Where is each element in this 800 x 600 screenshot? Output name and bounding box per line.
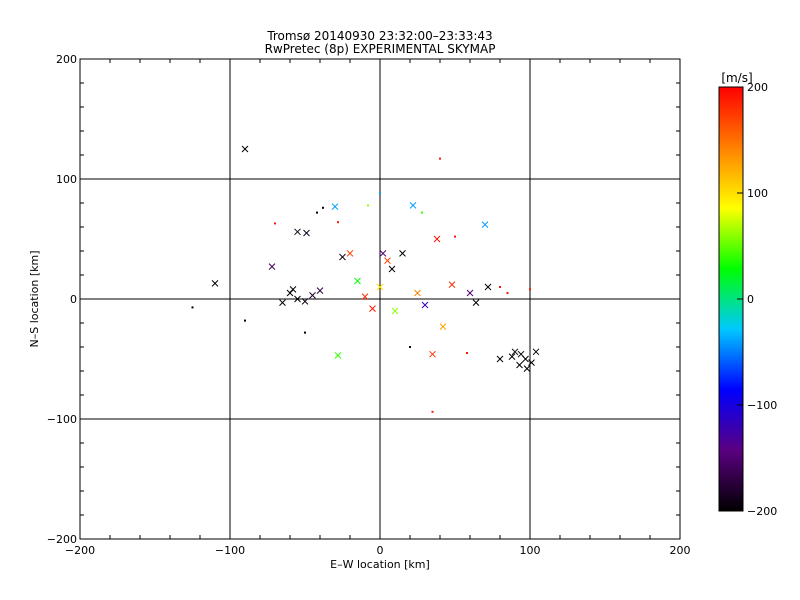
x-tick-label: 200 [670, 544, 691, 557]
data-point-x [279, 299, 286, 306]
data-point-x [511, 348, 519, 356]
grid-lines [80, 59, 680, 539]
data-point-dot [409, 346, 411, 348]
data-point-x [414, 289, 421, 297]
y-tick-label: 100 [56, 173, 77, 186]
data-point-x [268, 263, 276, 270]
x-axis-label: E–W location [km] [330, 558, 430, 571]
data-point-x [379, 250, 387, 257]
data-point-x [294, 228, 301, 236]
data-point-x [361, 293, 369, 300]
y-tick-label: −100 [47, 413, 77, 426]
data-point-x [399, 250, 406, 257]
data-point-dot [244, 319, 246, 322]
data-point-dot [439, 157, 441, 160]
data-point-x [472, 299, 480, 306]
data-point-dot [431, 410, 434, 413]
data-point-dot [304, 331, 306, 334]
data-point-x [294, 295, 301, 303]
y-tick-label: 0 [70, 293, 77, 306]
data-point-x [316, 287, 324, 294]
data-point-dot [191, 306, 194, 309]
data-point-dot [506, 292, 509, 294]
data-point-dot [529, 288, 531, 291]
data-point-dot [367, 204, 369, 207]
data-point-x [369, 305, 376, 312]
x-tick-label: −100 [215, 544, 245, 557]
data-points [191, 145, 540, 413]
y-tick-label: 200 [56, 53, 77, 66]
data-point-x [528, 359, 535, 366]
data-point-x [331, 203, 339, 210]
data-point-x [448, 281, 456, 288]
colorbar-tick-label: 0 [747, 293, 754, 306]
colorbar-label: [m/s] [721, 71, 752, 85]
data-point-dot [337, 221, 339, 224]
y-tick-label: −200 [47, 533, 77, 546]
data-point-x [481, 221, 489, 228]
data-point-x [532, 348, 540, 356]
data-point-dot [322, 206, 324, 209]
data-point-x [339, 253, 346, 261]
chart-title: Tromsø 20140930 23:32:00–23:33:43 [266, 29, 492, 43]
data-point-dot [499, 286, 501, 288]
colorbar-tick-label: 100 [747, 187, 768, 200]
data-point-dot [421, 211, 423, 214]
data-point-x [346, 250, 354, 257]
x-tick-label: 100 [520, 544, 541, 557]
colorbar-tick-label: −100 [747, 399, 777, 412]
data-point-dot [274, 222, 276, 225]
axis-ticks: −200 −100 0 100 200 −200 −100 0 100 200 [47, 53, 691, 557]
x-tick-label: −200 [65, 544, 95, 557]
data-point-dot [316, 211, 318, 214]
data-point-x [429, 350, 436, 358]
data-point-x [466, 289, 474, 297]
data-point-x [391, 307, 399, 315]
data-point-x [289, 286, 297, 293]
data-point-x [421, 301, 429, 309]
data-point-x [303, 229, 310, 237]
data-point-x [409, 202, 417, 209]
colorbar-tick-label: 200 [747, 81, 768, 94]
data-point-x [241, 145, 249, 153]
colorbar-tick-label: −200 [747, 505, 777, 518]
x-tick-label: 0 [377, 544, 384, 557]
data-point-x [309, 292, 316, 299]
data-point-x [433, 235, 441, 243]
data-point-x [439, 323, 447, 330]
data-point-x [376, 283, 384, 291]
data-point-x [496, 355, 504, 363]
data-point-dot [379, 192, 381, 195]
data-point-x [388, 265, 396, 273]
data-point-dot [454, 235, 456, 238]
data-point-x [523, 365, 531, 372]
data-point-x [301, 298, 309, 305]
data-point-x [354, 277, 361, 285]
colorbar-ticks: −200 −100 0 100 200 [737, 81, 777, 518]
data-point-x [211, 280, 219, 287]
y-axis-label: N–S location [km] [28, 250, 41, 347]
data-point-x [484, 283, 492, 291]
chart-subtitle: RwPretec (8p) EXPERIMENTAL SKYMAP [265, 42, 496, 56]
data-point-x [508, 353, 516, 360]
data-point-dot [466, 352, 468, 354]
data-point-x [522, 355, 529, 363]
data-point-x [334, 352, 342, 359]
data-point-x [516, 361, 523, 369]
data-point-x [384, 257, 391, 264]
